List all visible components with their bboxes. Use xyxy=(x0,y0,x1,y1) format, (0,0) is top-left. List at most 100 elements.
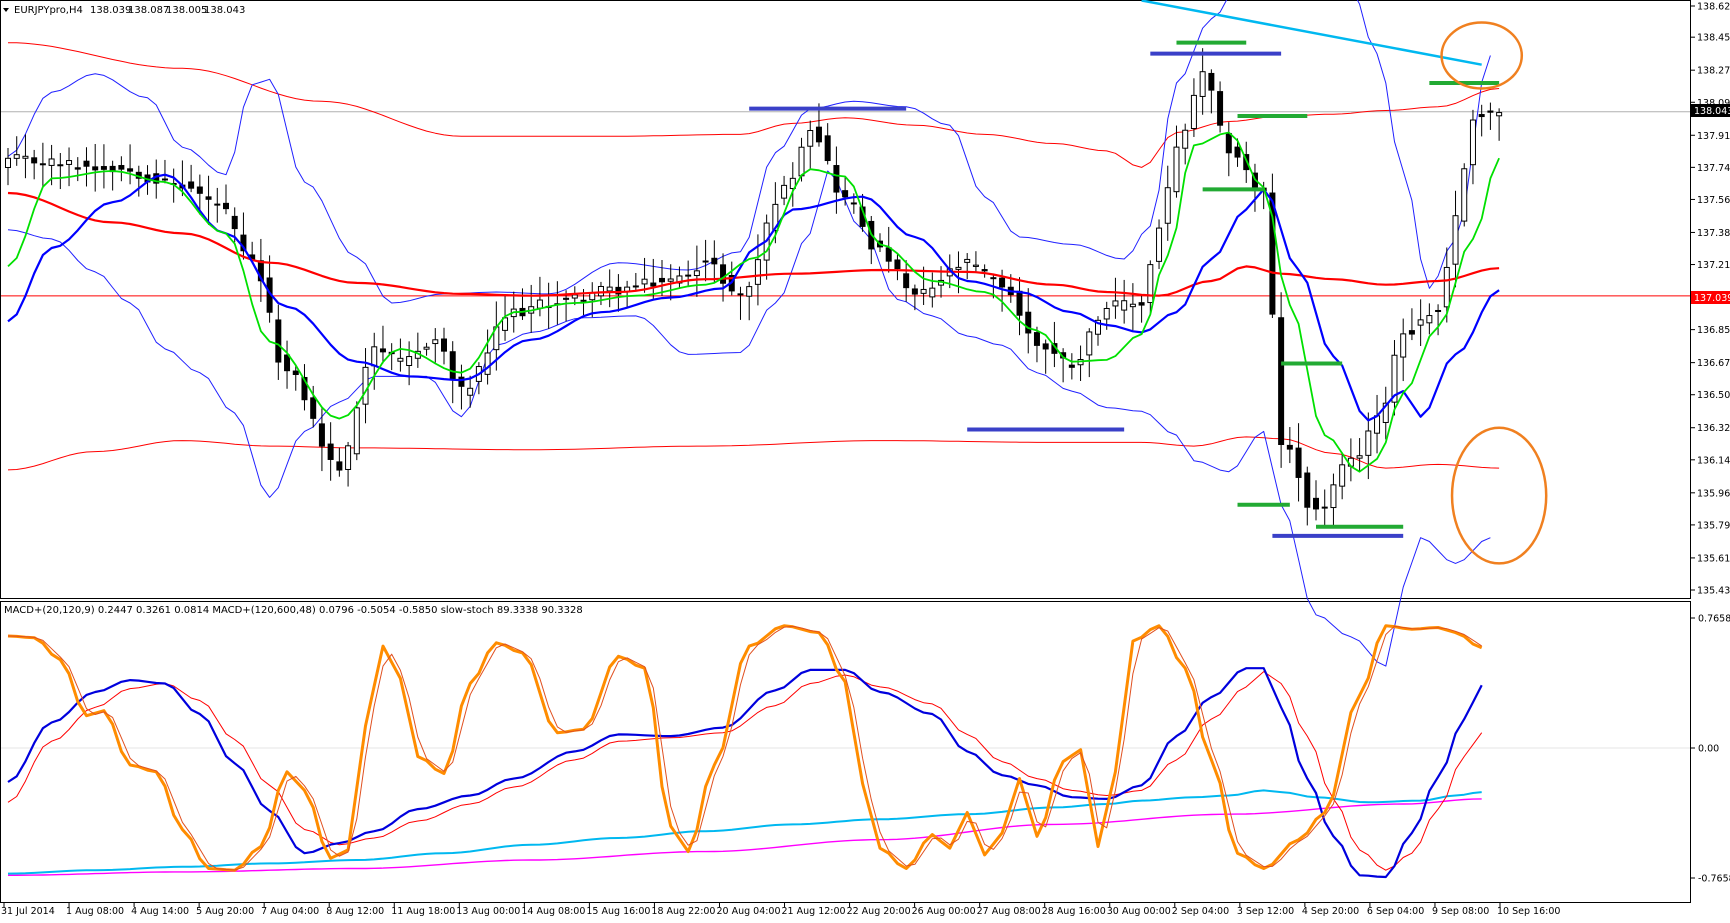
candle-body xyxy=(66,160,73,165)
time-tick-label: 15 Aug 16:00 xyxy=(586,906,650,917)
candle-body xyxy=(964,258,971,263)
price-tick-label: 137.565 xyxy=(1697,195,1730,206)
candle-body xyxy=(1452,215,1459,265)
price-tick-label: 137.385 xyxy=(1697,228,1730,239)
candle-body xyxy=(484,352,491,375)
bollinger-upper-line xyxy=(7,0,1491,304)
candle-body xyxy=(815,126,822,143)
candle-body xyxy=(441,338,447,352)
candle-body xyxy=(1295,447,1302,478)
indicator-title: MACD+(20,120,9) 0.2447 0.3261 0.0814 MAC… xyxy=(4,605,583,616)
last-price-label: 138.043 xyxy=(1694,106,1730,117)
candle-body xyxy=(423,346,430,350)
candle-body xyxy=(1391,354,1398,403)
candle-body xyxy=(1269,192,1276,315)
ema-red-line xyxy=(7,191,1500,297)
time-tick-label: 3 Sep 12:00 xyxy=(1237,906,1294,917)
candle-body xyxy=(641,278,648,285)
candle-body xyxy=(824,135,831,162)
candle-body xyxy=(1129,303,1136,308)
candle-body xyxy=(1365,430,1372,456)
candle-body xyxy=(1478,114,1485,118)
candle-body xyxy=(711,257,718,265)
candle-body xyxy=(798,146,805,177)
candle-body xyxy=(301,376,308,401)
candle-body xyxy=(1356,455,1363,459)
candle-body xyxy=(615,286,622,295)
candle-body xyxy=(22,155,29,159)
price-tick-label: 138.620 xyxy=(1697,2,1730,13)
candle-body xyxy=(257,260,264,282)
candle-body xyxy=(1286,444,1293,450)
candle-body xyxy=(1095,319,1101,335)
candle-body xyxy=(1217,91,1224,126)
time-tick-label: 26 Aug 00:00 xyxy=(912,906,976,917)
candle-body xyxy=(536,299,543,309)
candle-body xyxy=(999,277,1006,288)
candle-body xyxy=(188,181,195,189)
candle-body xyxy=(31,157,38,164)
candle-body xyxy=(589,292,596,301)
price-tick-label: 137.210 xyxy=(1697,260,1730,271)
ohlc-low: 138.005 xyxy=(166,5,207,16)
time-tick-label: 9 Sep 08:00 xyxy=(1432,906,1489,917)
candle-body xyxy=(632,285,639,288)
candle-body xyxy=(449,351,456,380)
candle-body xyxy=(1461,168,1468,222)
candle-body xyxy=(1016,290,1023,316)
time-tick-label: 27 Aug 08:00 xyxy=(977,906,1041,917)
candle-body xyxy=(1435,309,1442,312)
candle-body xyxy=(353,407,360,455)
candle-body xyxy=(397,357,404,362)
candle-body xyxy=(1443,266,1450,308)
candle-body xyxy=(284,354,291,372)
ohlc-close: 138.043 xyxy=(204,5,245,16)
candle-body xyxy=(563,297,570,300)
price-tick-label: 136.500 xyxy=(1697,390,1730,401)
osc-tick-label: 0.00 xyxy=(1698,744,1719,755)
candle-body xyxy=(57,164,64,167)
time-tick-label: 13 Aug 00:00 xyxy=(456,906,520,917)
price-tick-label: 138.450 xyxy=(1697,33,1730,44)
candle-body xyxy=(379,348,386,353)
candle-body xyxy=(1068,364,1075,368)
candle-body xyxy=(214,203,221,206)
price-plot xyxy=(1,0,1690,667)
candle-body xyxy=(458,376,465,387)
candle-body xyxy=(850,202,857,205)
candle-body xyxy=(161,178,168,181)
candle-body xyxy=(432,339,439,345)
candle-body xyxy=(1321,506,1328,509)
collapse-triangle-icon[interactable] xyxy=(3,8,9,12)
candle-body xyxy=(292,370,299,376)
candle-body xyxy=(981,269,988,272)
hline-price-marker xyxy=(1691,291,1730,304)
candle-body xyxy=(1304,472,1311,508)
candle-body xyxy=(1147,264,1154,304)
price-tick-label: 135.790 xyxy=(1697,520,1730,531)
candle-body xyxy=(920,288,927,294)
candle-body xyxy=(737,293,744,296)
candle-body xyxy=(1278,317,1285,446)
macd-fast-signal-line xyxy=(7,671,1483,871)
candle-body xyxy=(39,163,46,166)
time-tick-label: 22 Aug 20:00 xyxy=(847,906,911,917)
time-tick-label: 11 Aug 18:00 xyxy=(391,906,455,917)
last-price-marker xyxy=(1691,104,1730,117)
candle-body xyxy=(406,356,413,367)
candle-body xyxy=(1400,333,1407,358)
candle-body xyxy=(336,461,343,471)
candle-body xyxy=(1033,332,1040,346)
price-tick-label: 138.270 xyxy=(1697,66,1730,77)
candle-body xyxy=(955,266,962,270)
highlight-ellipse xyxy=(1450,426,1548,565)
time-tick-label: 2 Sep 04:00 xyxy=(1172,906,1229,917)
time-tick-label: 30 Aug 00:00 xyxy=(1107,906,1171,917)
candle-body xyxy=(929,287,936,298)
candle-body xyxy=(1417,319,1424,326)
candle-body xyxy=(1190,94,1197,129)
candle-body xyxy=(196,186,203,194)
candle-body xyxy=(685,274,692,277)
candle-body xyxy=(48,158,55,166)
